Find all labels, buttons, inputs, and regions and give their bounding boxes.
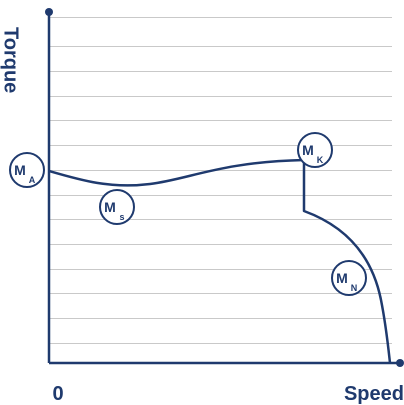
marker-ms-label: M <box>104 199 116 215</box>
marker-mk-subscript: K <box>317 155 324 165</box>
marker-ma: M A <box>9 152 45 188</box>
marker-mk: M K <box>297 132 333 168</box>
marker-ma-subscript: A <box>29 175 36 185</box>
marker-ms-circle <box>99 189 135 225</box>
marker-ma-circle <box>9 152 45 188</box>
marker-ms: M s <box>99 189 135 225</box>
marker-mn-label: M <box>336 270 348 286</box>
origin-label: 0 <box>52 383 63 405</box>
marker-mn-circle <box>331 260 367 296</box>
marker-mk-circle <box>297 132 333 168</box>
y-axis-end-dot <box>45 8 53 16</box>
y-axis-label: Torque <box>0 27 22 93</box>
x-axis-label: Speed <box>344 383 404 405</box>
marker-mn-subscript: N <box>351 283 358 293</box>
x-axis-end-dot <box>396 359 404 367</box>
marker-ma-label: M <box>14 162 26 178</box>
gridlines <box>49 17 392 344</box>
marker-ms-subscript: s <box>119 212 124 222</box>
marker-mk-label: M <box>302 142 314 158</box>
torque-curve <box>48 158 392 364</box>
marker-mn: M N <box>331 260 367 296</box>
